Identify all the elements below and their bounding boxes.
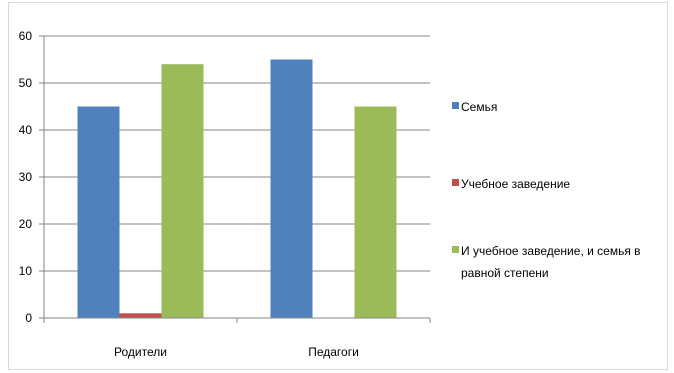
chart-legend: Семья Учебное заведение И учебное заведени… — [452, 0, 672, 373]
bar-0-2 — [161, 64, 204, 318]
bar-0-1 — [119, 313, 162, 318]
bar-1-2 — [354, 106, 397, 318]
bar-0-0 — [77, 106, 120, 318]
legend-item: Учебное заведение — [452, 173, 666, 195]
y-tick-label-40: 40 — [19, 123, 33, 137]
bar-1-0 — [270, 59, 313, 318]
x-tick-label-0: Родители — [114, 345, 167, 359]
y-tick-label-10: 10 — [19, 264, 33, 278]
y-tick-label-20: 20 — [19, 217, 33, 231]
legend-item: И учебное заведение, и семья в равной ст… — [452, 240, 666, 284]
legend-swatch — [452, 246, 459, 253]
x-tick-label-1: Педагоги — [308, 345, 359, 359]
legend-swatch — [452, 179, 459, 186]
legend-swatch — [452, 102, 459, 109]
y-tick-label-0: 0 — [25, 311, 32, 325]
axes — [39, 35, 431, 323]
y-tick-label-50: 50 — [19, 76, 33, 90]
bars — [77, 59, 397, 318]
legend-label: Семья — [461, 100, 498, 114]
legend-label: Учебное заведение — [461, 177, 571, 191]
tick-labels: 0 10 20 30 40 50 60 Родители Педагоги — [19, 29, 359, 359]
legend-label: И учебное заведение, и семья в равной ст… — [461, 244, 641, 280]
y-tick-label-60: 60 — [19, 29, 33, 43]
legend-item: Семья — [452, 96, 666, 118]
y-tick-label-30: 30 — [19, 170, 33, 184]
